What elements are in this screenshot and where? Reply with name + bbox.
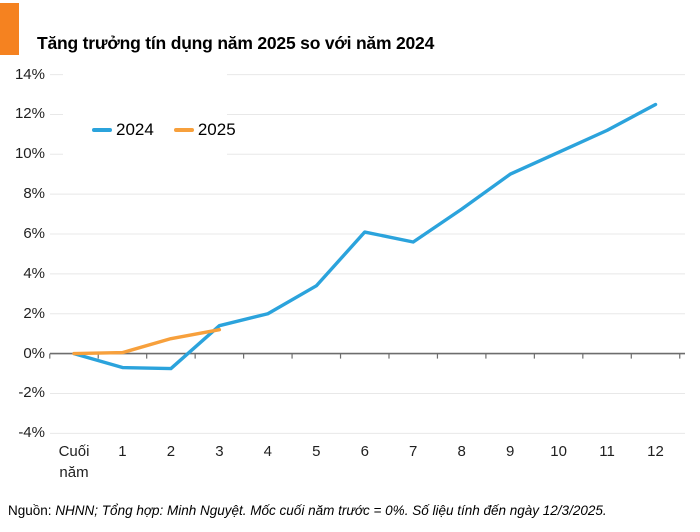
y-axis-label: 10% — [14, 145, 45, 163]
legend-item-2024: 2024 — [92, 120, 154, 140]
legend-label: 2024 — [116, 120, 154, 139]
y-axis-label: 14% — [14, 65, 45, 83]
legend-swatch-2024 — [92, 128, 112, 132]
x-axis-label: 5 — [312, 443, 321, 460]
x-axis-label: 4 — [263, 443, 272, 460]
source-label: Nguồn: — [8, 503, 52, 518]
x-axis-label: 9 — [505, 443, 515, 460]
x-axis-label: 8 — [457, 443, 466, 460]
series-line-2025 — [72, 327, 222, 356]
title-accent-square — [0, 3, 19, 55]
legend: 2024 2025 — [92, 120, 236, 140]
x-axis-label: 6 — [360, 443, 369, 460]
x-axis-label: 3 — [215, 443, 224, 460]
x-axis-label: 2 — [166, 443, 176, 460]
legend-swatch-2025 — [173, 128, 194, 132]
source-text: NHNN; Tổng hợp: Minh Nguyệt. Mốc cuối nă… — [55, 503, 607, 518]
y-axis-label: 6% — [23, 225, 45, 243]
y-axis-label: 12% — [14, 105, 45, 123]
legend-label: 2025 — [197, 120, 236, 139]
x-axis-label: 7 — [409, 443, 418, 460]
y-axis-label: 4% — [23, 264, 45, 282]
y-axis-label: 0% — [23, 344, 45, 362]
page-title: Tăng trưởng tín dụng năm 2025 so với năm… — [37, 32, 435, 53]
source-note: Nguồn: NHNN; Tổng hợp: Minh Nguyệt. Mốc … — [8, 503, 698, 518]
x-axis-label: 1 — [118, 443, 127, 460]
x-axis-label: 11 — [599, 443, 615, 460]
x-axis-label: Cuối năm — [58, 443, 90, 481]
y-axis-label: -2% — [18, 384, 45, 402]
y-axis-label: -4% — [18, 424, 45, 442]
legend-item-2025: 2025 — [173, 120, 236, 140]
x-axis-label: 12 — [647, 443, 664, 460]
legend-background — [63, 70, 227, 162]
series-line-2024 — [72, 102, 658, 371]
y-axis-label: 2% — [23, 304, 45, 322]
y-axis-label: 8% — [23, 185, 45, 203]
x-axis-label: 10 — [550, 443, 567, 460]
